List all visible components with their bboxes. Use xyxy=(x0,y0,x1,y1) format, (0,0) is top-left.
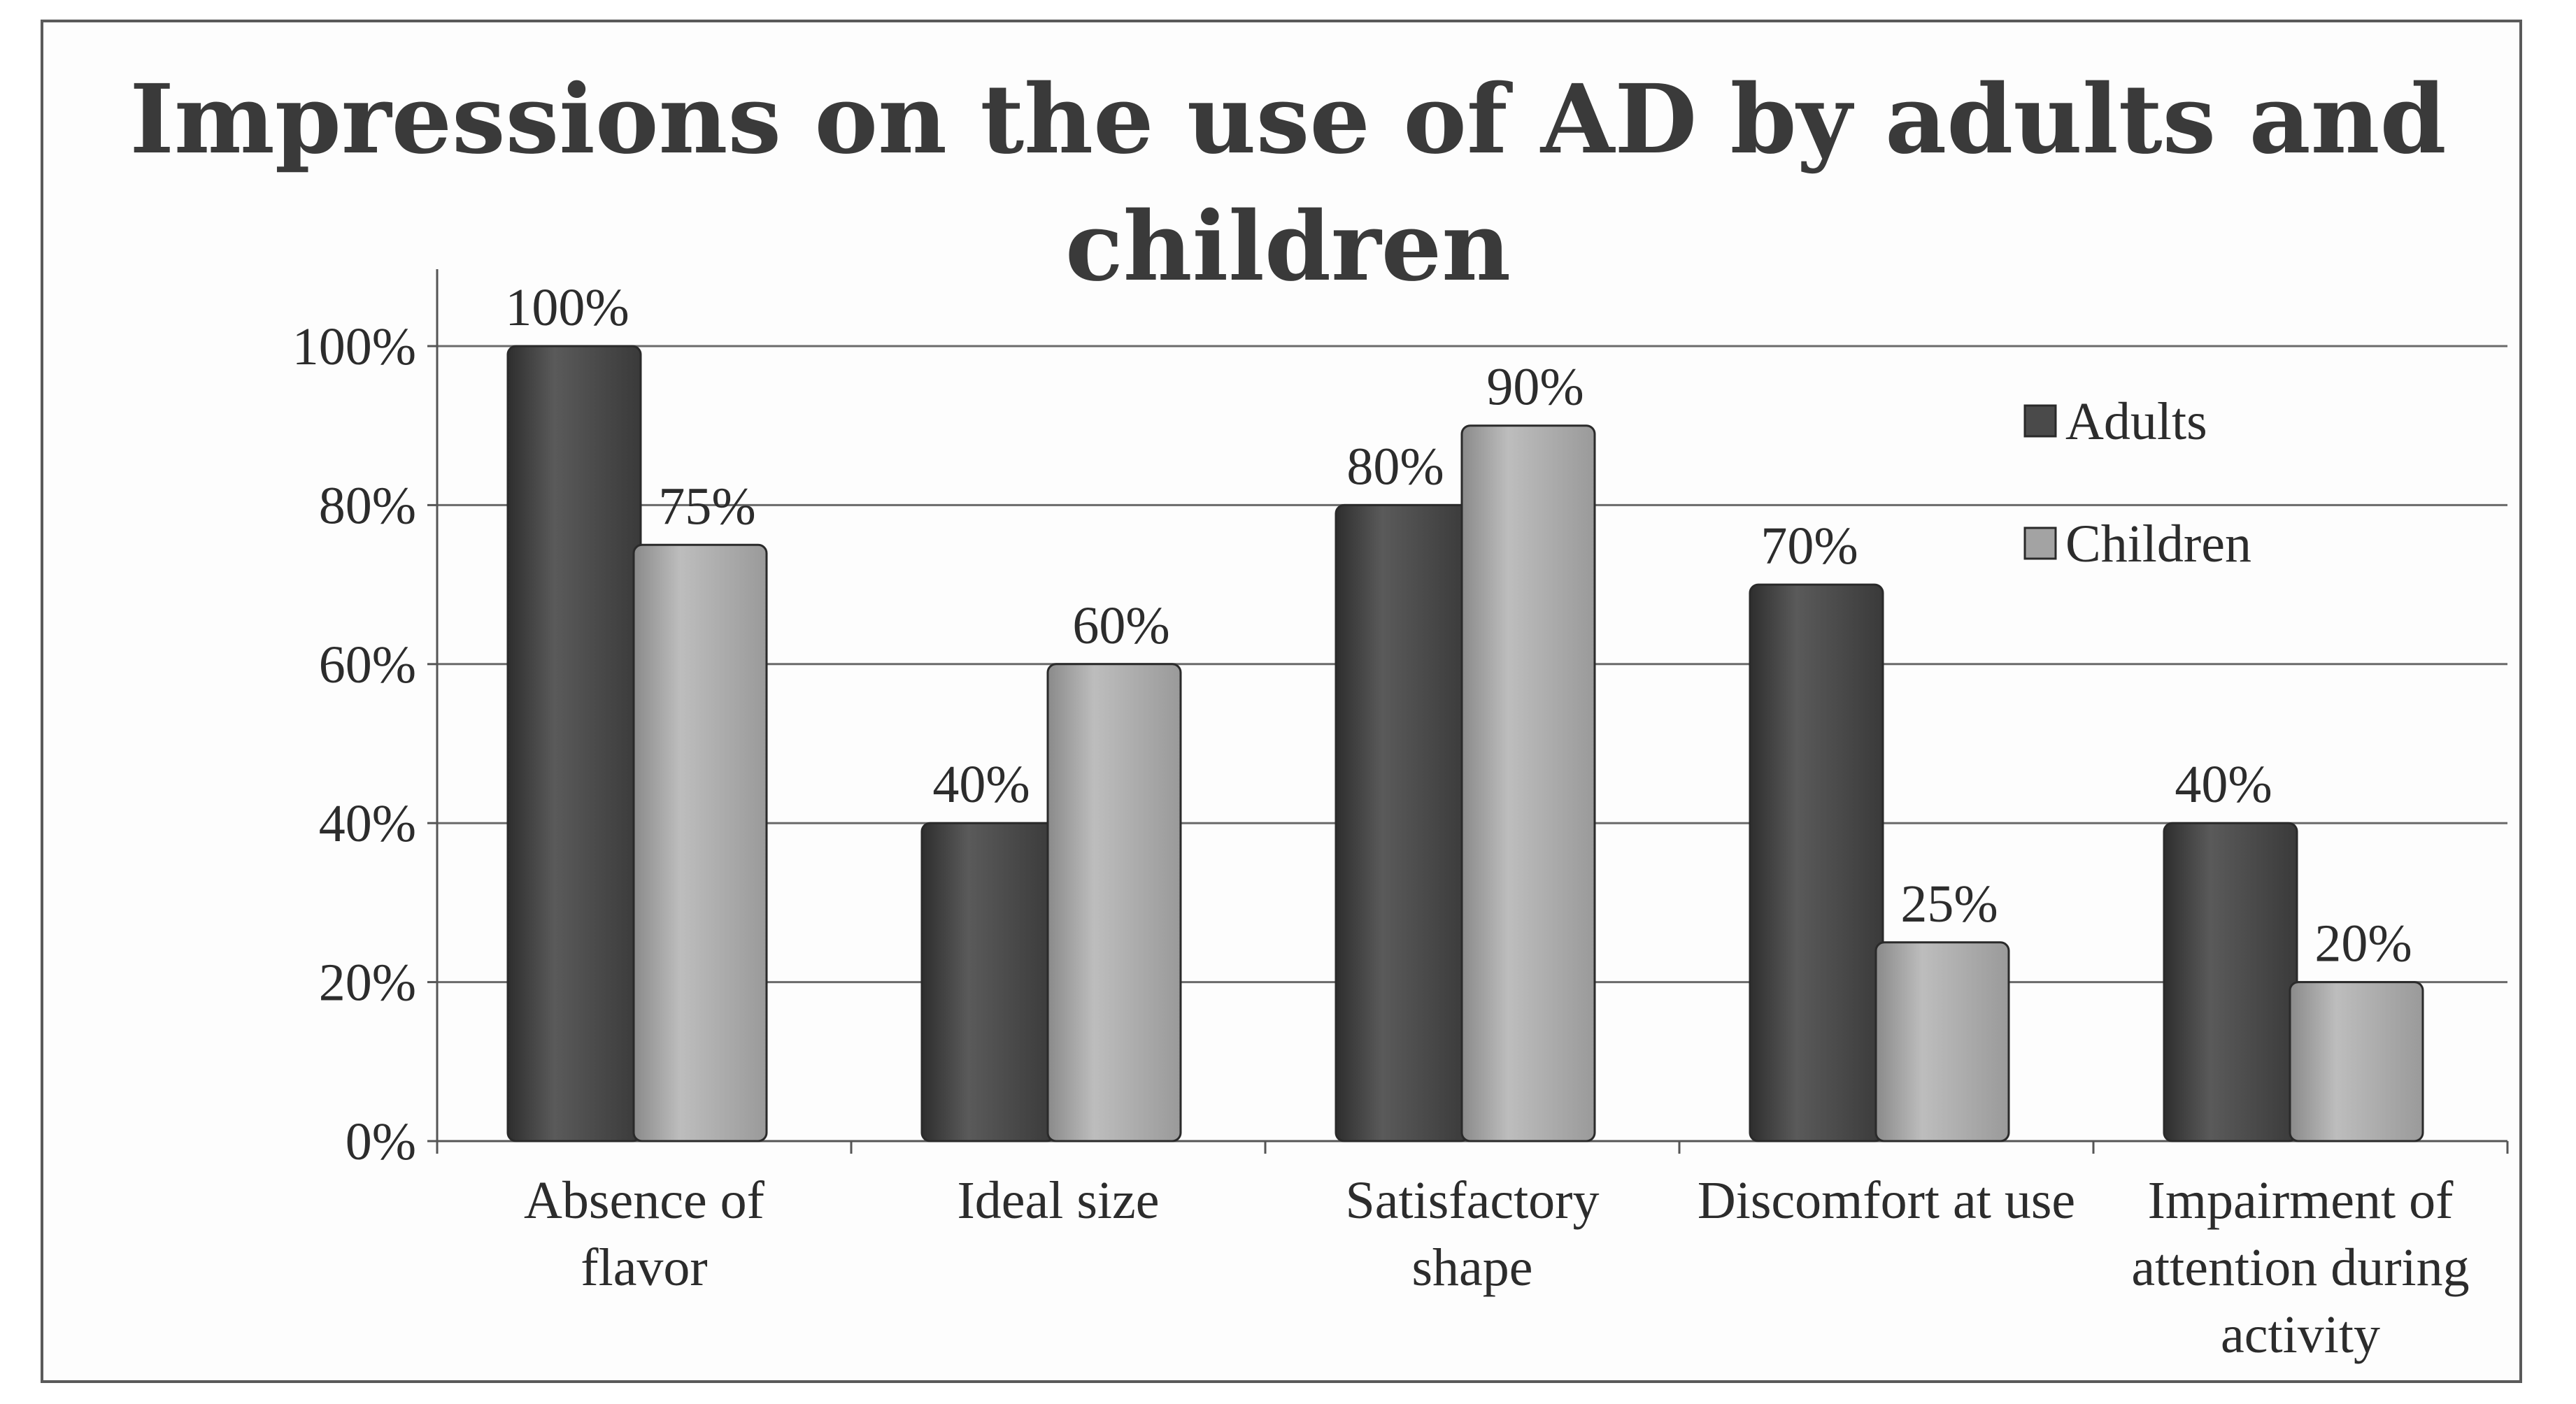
x-tick-label: Absence of xyxy=(524,1171,765,1230)
bar-children-0 xyxy=(632,543,768,1142)
data-label-adults-2: 80% xyxy=(1346,437,1444,496)
bar-children-3 xyxy=(1874,941,2010,1142)
data-label-adults-1: 40% xyxy=(932,755,1030,814)
legend-label-children: Children xyxy=(2065,515,2251,573)
data-label-children-0: 75% xyxy=(658,477,755,536)
y-tick-label: 0% xyxy=(346,1112,416,1171)
x-tick-label: Impairment of xyxy=(2148,1171,2454,1230)
bar-children-4 xyxy=(2289,981,2424,1142)
chart-frame xyxy=(41,20,2522,1383)
legend-label-adults: Adults xyxy=(2065,392,2207,451)
chart-title: Impressions on the use of AD by adults a… xyxy=(0,56,2576,310)
y-tick-label: 20% xyxy=(319,954,416,1012)
y-tick-label: 60% xyxy=(319,636,416,694)
y-tick-label: 80% xyxy=(319,476,416,535)
data-label-adults-3: 70% xyxy=(1760,517,1858,575)
bar-adults-4 xyxy=(2163,822,2298,1142)
data-label-adults-0: 100% xyxy=(505,278,629,337)
data-label-children-4: 20% xyxy=(2314,915,2412,973)
bar-children-1 xyxy=(1046,663,1182,1142)
data-label-adults-4: 40% xyxy=(2175,755,2272,814)
tick-labels: 0% 20% 40% 60% 80% 100% Absence of flavor Ideal … xyxy=(292,317,2470,1364)
x-tick-label: shape xyxy=(1411,1238,1532,1297)
legend: Adults Children xyxy=(2023,392,2251,573)
bar-adults-2 xyxy=(1335,503,1470,1142)
y-tick-label: 40% xyxy=(319,794,416,853)
x-tick-label: attention during xyxy=(2131,1238,2469,1297)
data-label-children-3: 25% xyxy=(1900,875,1998,933)
bar-adults-0 xyxy=(506,345,642,1142)
x-tick-label: flavor xyxy=(581,1238,707,1297)
chart-title-line-1: Impressions on the use of AD by adults a… xyxy=(129,64,2447,176)
bar-children-2 xyxy=(1460,424,1596,1142)
y-tick-label: 100% xyxy=(292,317,416,376)
x-tick-label: activity xyxy=(2221,1305,2380,1364)
bar-adults-3 xyxy=(1749,583,1884,1142)
x-tick-label: Satisfactory xyxy=(1345,1171,1599,1230)
data-label-children-2: 90% xyxy=(1486,358,1584,417)
data-label-children-1: 60% xyxy=(1072,596,1169,655)
bars xyxy=(506,345,2424,1142)
legend-swatch-children xyxy=(2023,526,2057,560)
chart-title-line-2: children xyxy=(1065,191,1511,303)
legend-swatch-adults xyxy=(2023,404,2057,438)
data-labels: 100% 75% 40% 60% 80% 90% 70% 25% 40% 20% xyxy=(505,278,2412,973)
x-tick-label: Ideal size xyxy=(957,1171,1159,1230)
x-tick-label: Discomfort at use xyxy=(1698,1171,2075,1230)
bar-adults-1 xyxy=(920,822,1056,1142)
